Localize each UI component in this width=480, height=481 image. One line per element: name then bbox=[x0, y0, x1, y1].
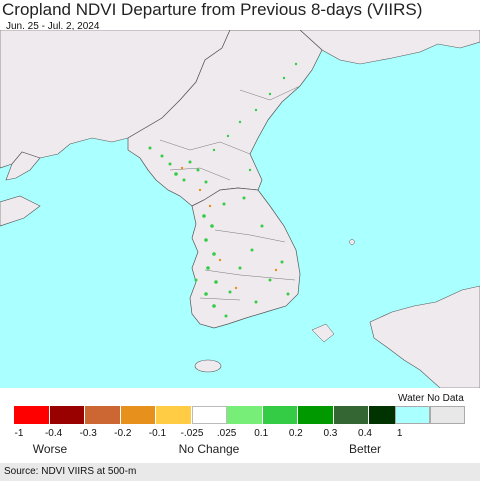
russia bbox=[299, 30, 480, 65]
legend-tick-label: -1 bbox=[14, 428, 24, 439]
nodata-swatch bbox=[430, 406, 465, 424]
liaodong-peninsula bbox=[5, 151, 41, 181]
legend-extra-swatches bbox=[395, 406, 465, 424]
cropland-speckles bbox=[148, 62, 298, 318]
legend-tick-label: 0.1 bbox=[254, 428, 269, 439]
japan-islands bbox=[311, 323, 335, 343]
ndvi-map bbox=[0, 30, 480, 388]
legend-better: Better bbox=[348, 442, 382, 456]
legend-tick-label: -0.2 bbox=[114, 428, 132, 439]
legend-tick-label: -0.4 bbox=[44, 428, 63, 439]
legend-swatch bbox=[227, 406, 263, 424]
legend-no-change: No Change bbox=[178, 442, 240, 456]
source-note: Source: NDVI VIIRS at 500-m bbox=[0, 463, 480, 481]
admin-boundaries bbox=[159, 85, 301, 301]
jeju-island bbox=[194, 359, 222, 373]
japan bbox=[369, 285, 480, 388]
south-korea bbox=[189, 187, 301, 329]
legend-tick-label: -0.1 bbox=[148, 428, 167, 439]
water-swatch bbox=[395, 406, 430, 424]
legend-tick-label: .025 bbox=[216, 428, 237, 439]
legend-tick-label: 0.3 bbox=[323, 428, 338, 439]
legend-swatch bbox=[14, 406, 50, 424]
legend-worse: Worse bbox=[32, 442, 68, 456]
ulleung-island bbox=[349, 239, 355, 245]
legend-tick-label: 0.4 bbox=[358, 428, 372, 439]
legend-swatch bbox=[49, 406, 85, 424]
legend-swatch bbox=[120, 406, 156, 424]
water-nodata-label: Water No Data bbox=[398, 393, 464, 404]
legend-swatch bbox=[156, 406, 192, 424]
date-range: Jun. 25 - Jul. 2, 2024 bbox=[6, 21, 100, 32]
legend-tick-label: -0.3 bbox=[79, 428, 97, 439]
legend-swatch bbox=[333, 406, 369, 424]
cropland-decline-speckles bbox=[180, 166, 278, 290]
legend-swatch bbox=[191, 406, 227, 424]
legend-swatch bbox=[85, 406, 121, 424]
map-title: Cropland NDVI Departure from Previous 8-… bbox=[2, 0, 423, 19]
legend-swatch bbox=[298, 406, 334, 424]
legend-tick-label: -.025 bbox=[180, 428, 204, 439]
legend-swatch bbox=[262, 406, 298, 424]
legend-color-bar bbox=[14, 406, 405, 424]
legend-tick-label: 0.2 bbox=[288, 428, 303, 439]
legend-tick-label: 1 bbox=[396, 428, 403, 439]
shandong-peninsula bbox=[0, 195, 41, 227]
